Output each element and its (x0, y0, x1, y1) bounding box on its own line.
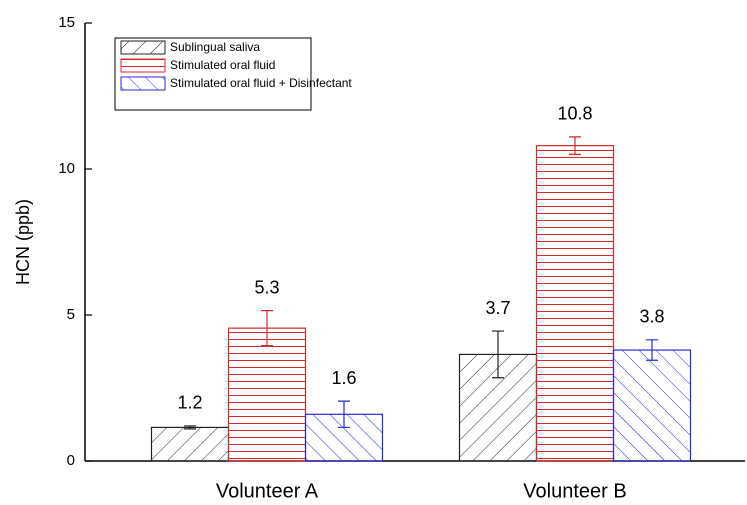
bar (150, 426, 230, 462)
y-tick-label: 15 (58, 14, 75, 31)
legend-label: Stimulated oral fluid + Disinfectant (170, 76, 352, 90)
y-tick-label: 10 (58, 160, 75, 177)
error-bar (492, 330, 504, 379)
bar (227, 327, 307, 462)
y-tick-label: 0 (67, 452, 75, 469)
error-bar (646, 339, 658, 361)
annotation: 1.6 (331, 368, 356, 388)
bar (612, 349, 692, 462)
annotation: 3.7 (485, 298, 510, 318)
legend-swatch (120, 40, 166, 55)
error-bar (569, 136, 581, 155)
y-tick-label: 5 (67, 306, 75, 323)
legend-swatch (120, 58, 166, 73)
annotation: 3.8 (639, 307, 664, 327)
y-axis-label: HCN (ppb) (13, 199, 33, 285)
error-bar (338, 400, 350, 429)
bar (535, 145, 615, 462)
error-bar (184, 425, 196, 430)
x-tick-label: Volunteer A (216, 480, 319, 502)
legend-label: Stimulated oral fluid (170, 58, 275, 72)
annotation: 5.3 (254, 277, 279, 297)
error-bar (261, 310, 273, 347)
annotation: 1.2 (177, 393, 202, 413)
legend-swatch (120, 76, 166, 91)
annotation: 10.8 (557, 104, 592, 124)
legend-label: Sublingual saliva (170, 40, 260, 54)
x-tick-label: Volunteer B (523, 480, 626, 502)
